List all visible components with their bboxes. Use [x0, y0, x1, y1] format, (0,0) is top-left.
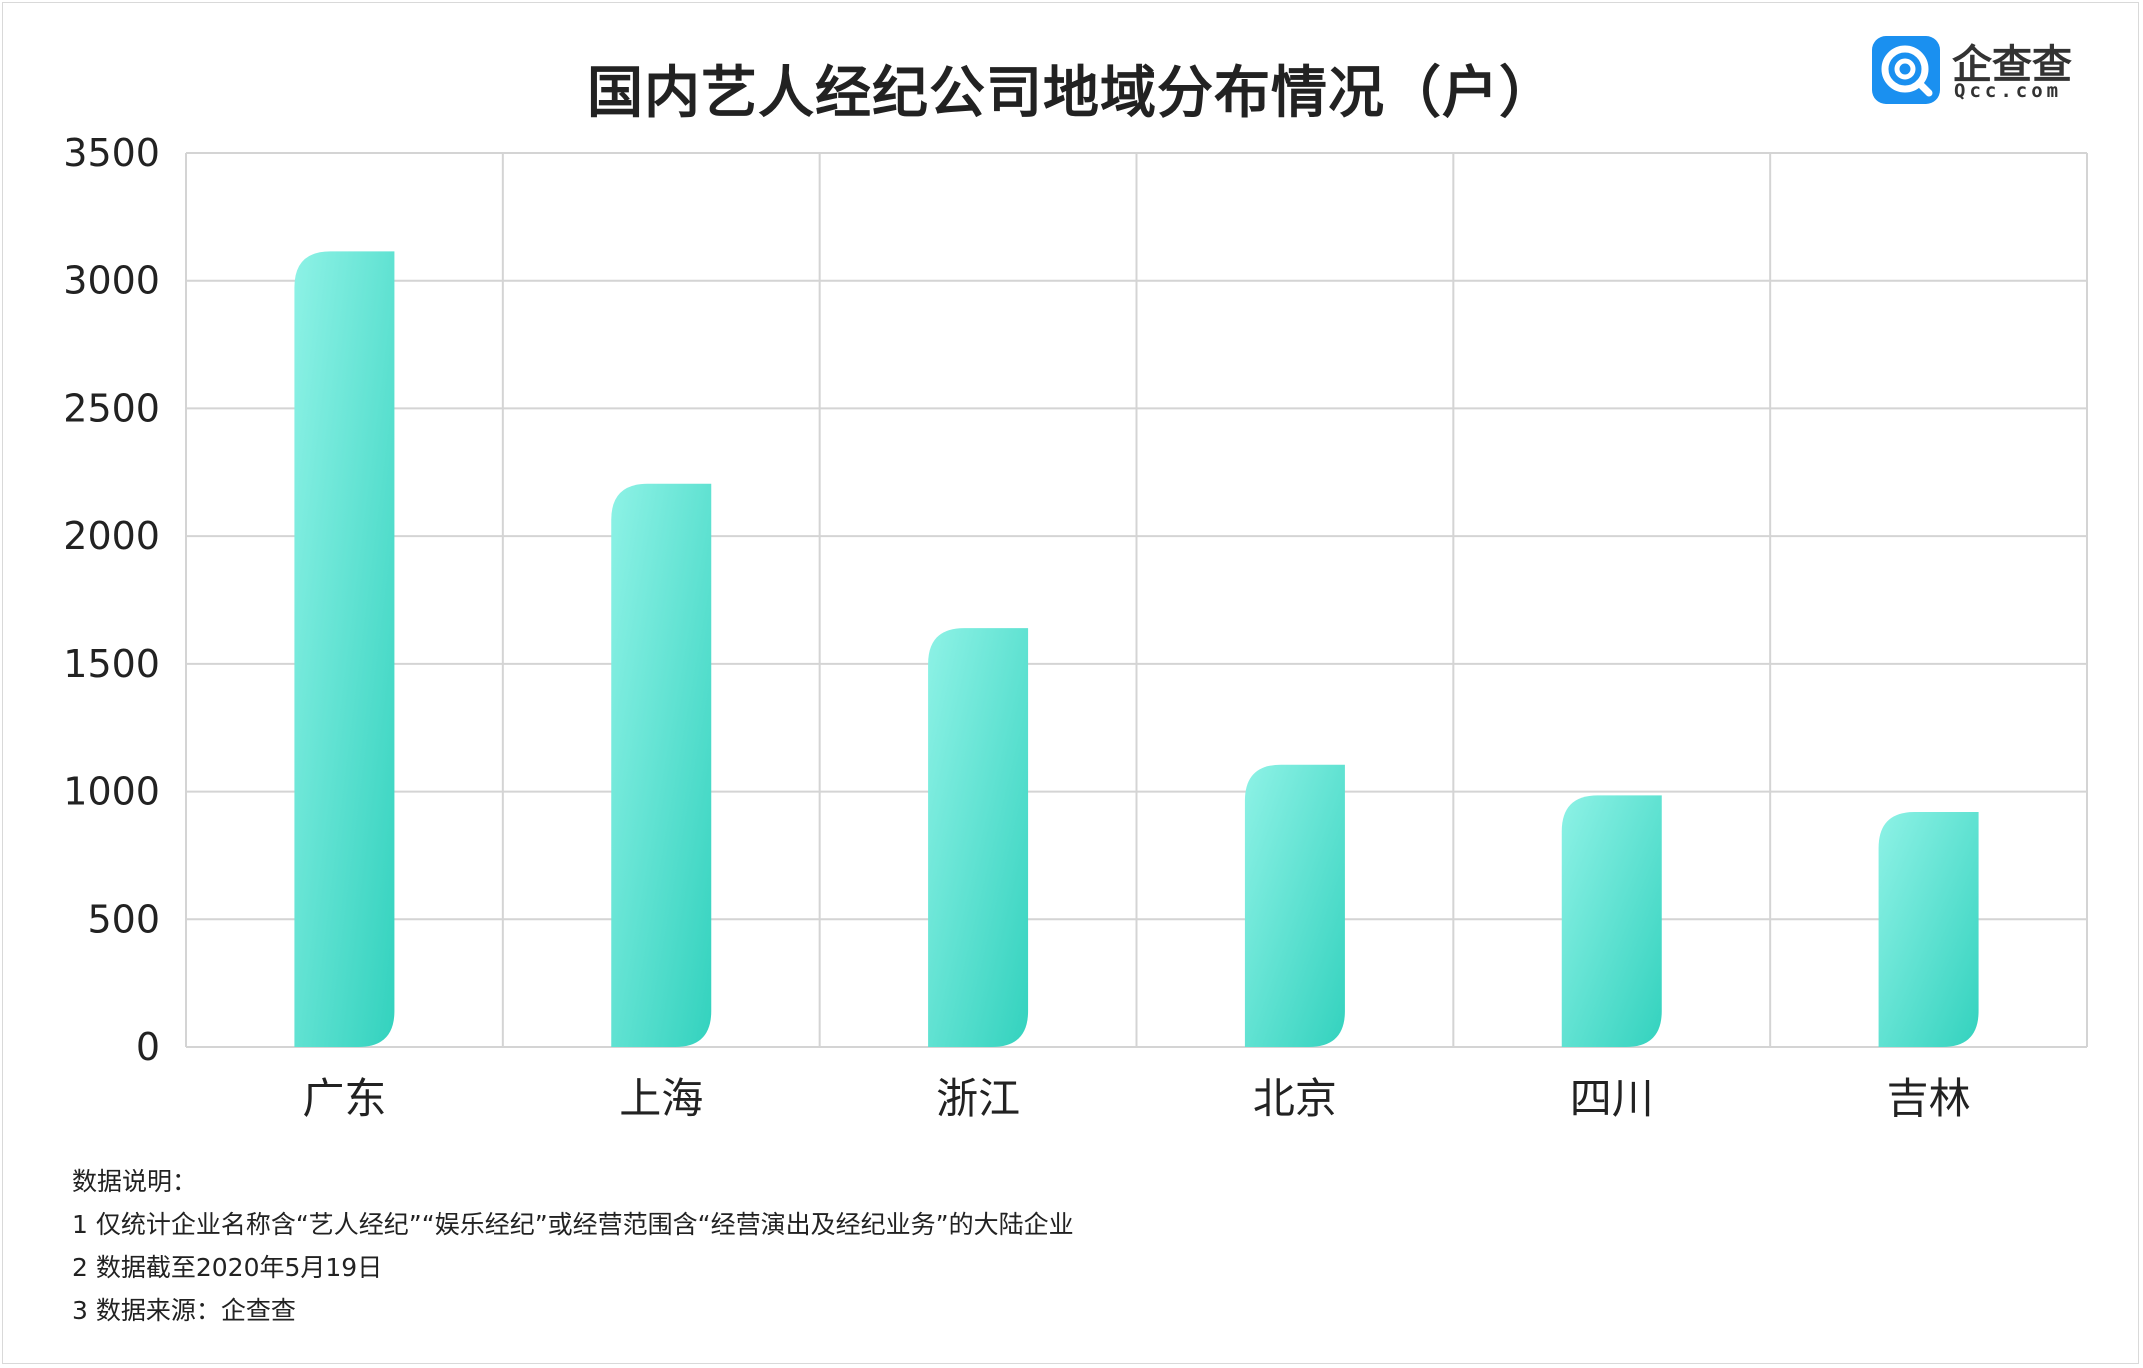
qcc-logo-icon — [1872, 36, 1940, 104]
x-tick-label: 吉林 — [1887, 1074, 1971, 1123]
bar-5 — [1878, 812, 1979, 1047]
y-tick-label: 2000 — [63, 514, 160, 558]
brand-logo: 企查查 Qcc.com — [1872, 36, 2122, 106]
bar-1 — [611, 483, 712, 1047]
note-item: 3 数据来源：企查查 — [72, 1296, 296, 1325]
note-item: 1 仅统计企业名称含“艺人经纪”“娱乐经纪”或经营范围含“经营演出及经纪业务”的… — [72, 1210, 1074, 1239]
y-tick-label: 3000 — [63, 259, 160, 303]
y-tick-label: 500 — [87, 897, 160, 941]
x-tick-label: 浙江 — [936, 1074, 1020, 1123]
data-notes: 数据说明： 1 仅统计企业名称含“艺人经纪”“娱乐经纪”或经营范围含“经营演出及… — [72, 1160, 1074, 1332]
notes-heading: 数据说明： — [72, 1167, 198, 1196]
bar-4 — [1561, 795, 1662, 1047]
y-tick-label: 1000 — [63, 770, 160, 814]
bar-2 — [928, 628, 1029, 1047]
x-tick-label: 广东 — [302, 1074, 386, 1123]
logo-domain: Qcc.com — [1954, 80, 2063, 102]
x-tick-label: 上海 — [619, 1074, 703, 1123]
grid — [185, 152, 2088, 1048]
y-tick-label: 2500 — [63, 386, 160, 430]
bars — [294, 251, 1979, 1048]
x-tick-label: 四川 — [1570, 1074, 1654, 1123]
y-tick-label: 3500 — [63, 131, 160, 175]
logo-name: 企查查 — [1952, 42, 2072, 88]
y-axis-ticks: 0 500 1000 1500 2000 2500 3000 3500 — [63, 131, 160, 1069]
bar-0 — [294, 251, 395, 1048]
x-tick-label: 北京 — [1253, 1074, 1337, 1123]
x-axis-ticks: 广东 上海 浙江 北京 四川 吉林 — [302, 1074, 1970, 1123]
bar-3 — [1244, 764, 1345, 1047]
y-tick-label: 1500 — [63, 642, 160, 686]
chart-title: 国内艺人经纪公司地域分布情况（户） — [587, 61, 1556, 126]
y-tick-label: 0 — [136, 1025, 160, 1069]
note-item: 2 数据截至2020年5月19日 — [72, 1253, 383, 1282]
